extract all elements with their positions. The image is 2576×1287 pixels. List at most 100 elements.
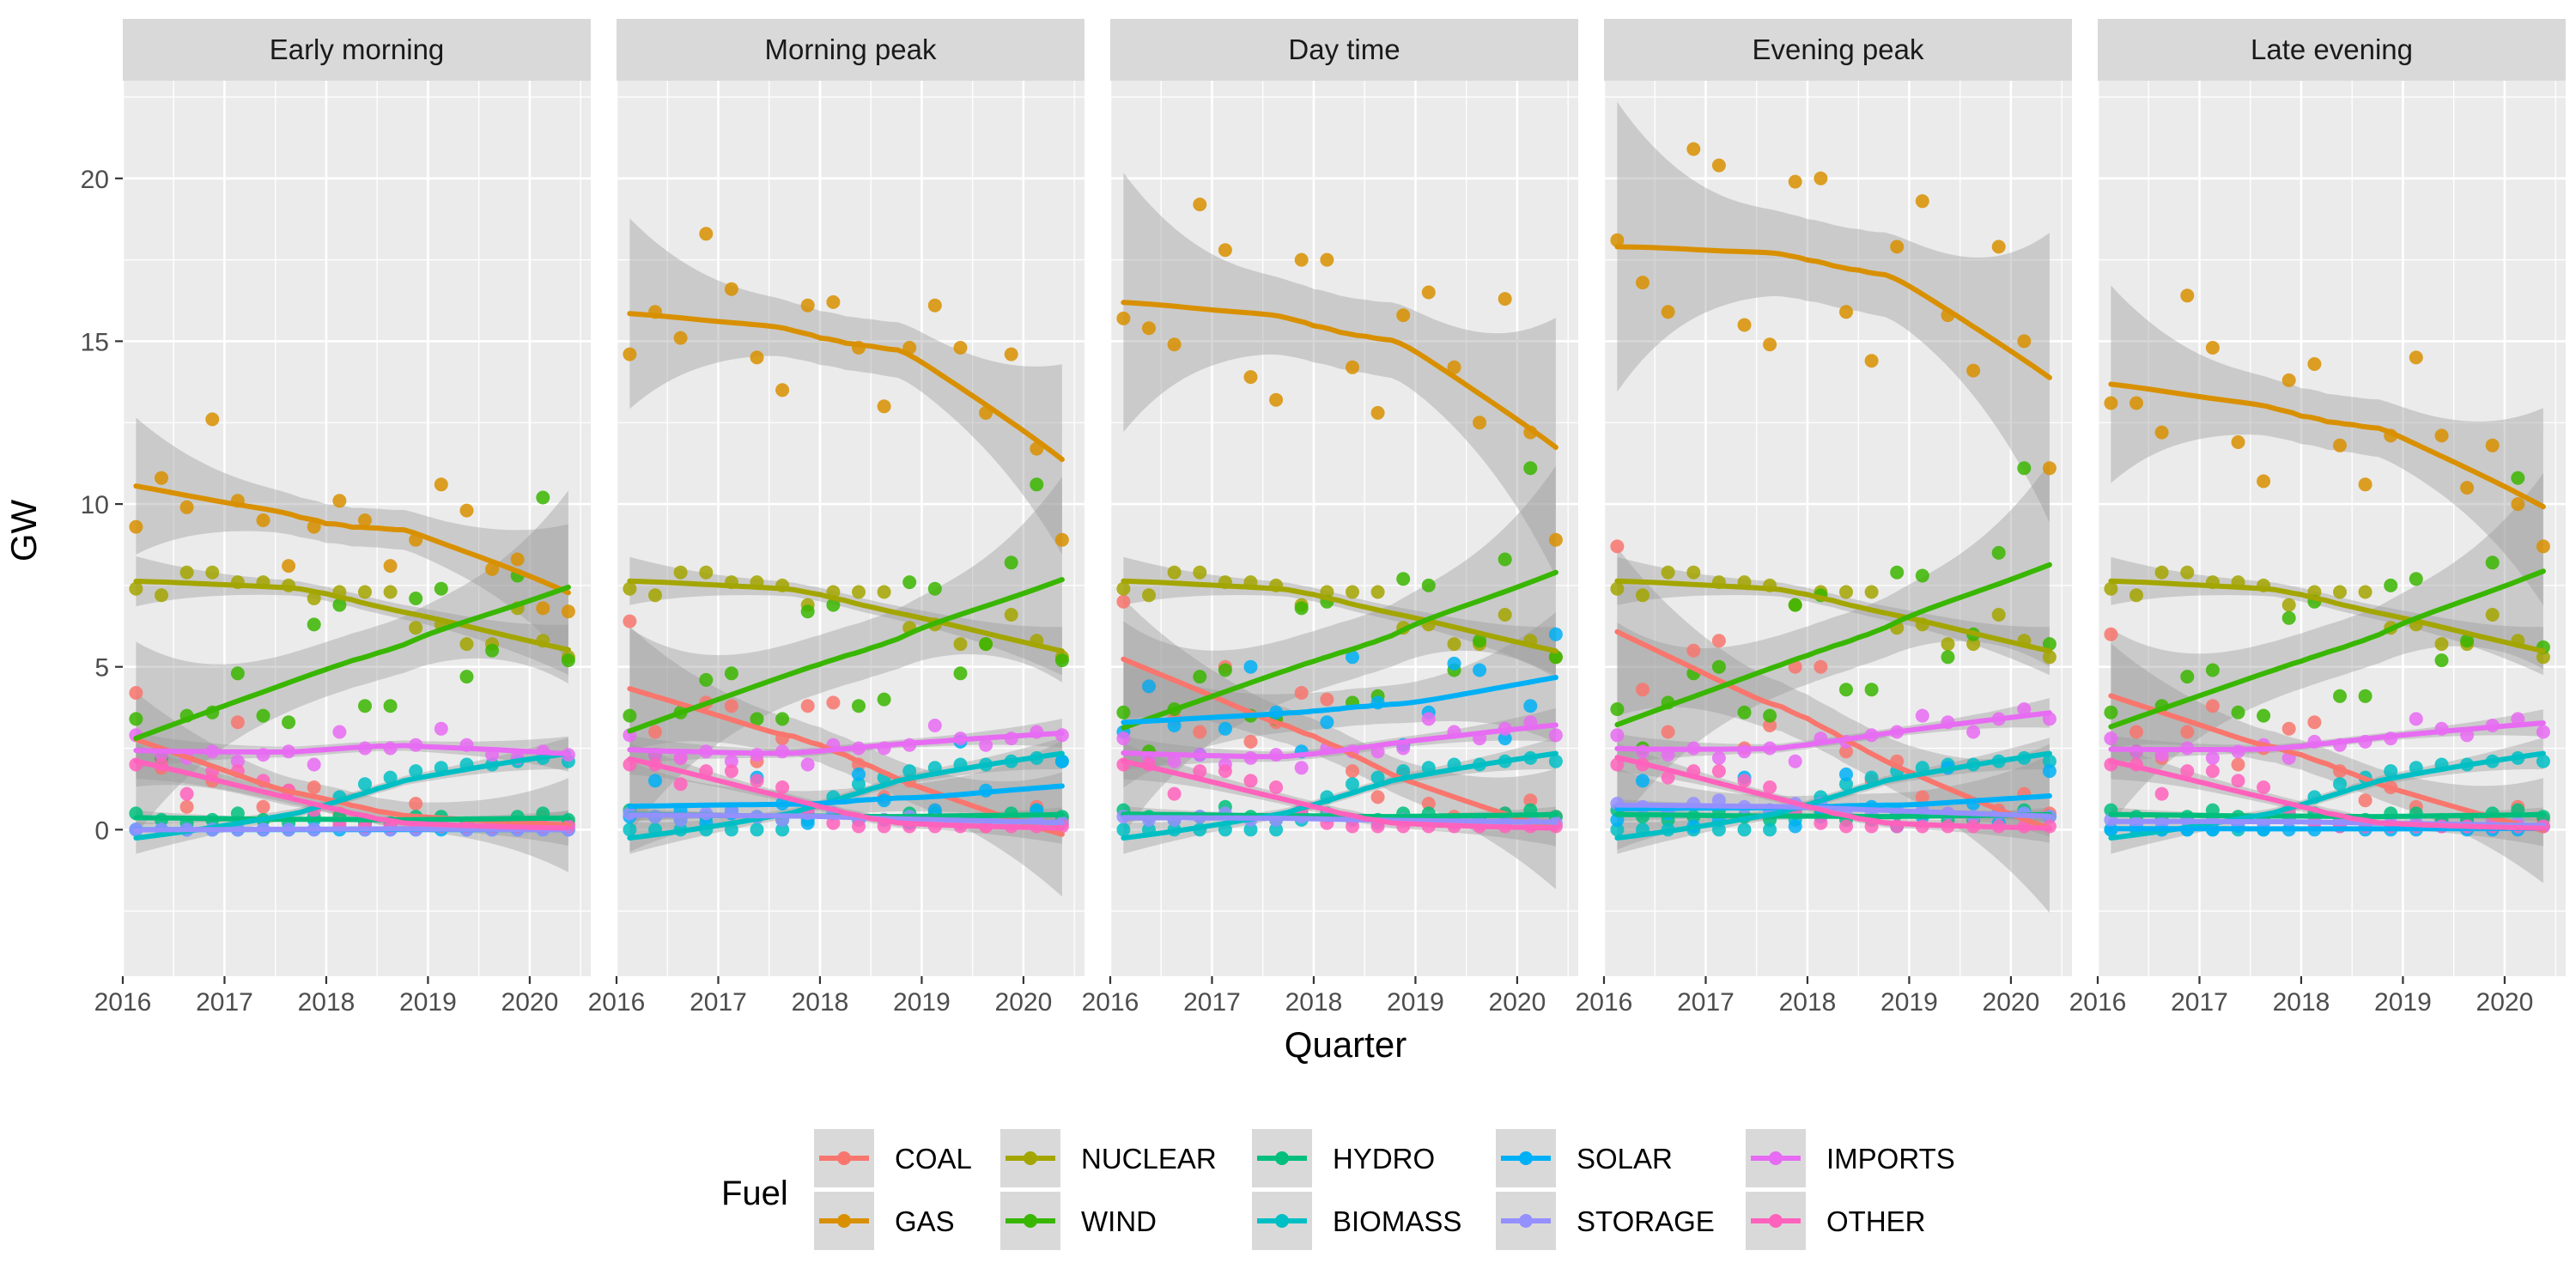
point-nuclear (648, 588, 662, 603)
point-biomass (1243, 823, 1258, 837)
smooth-line-wind (133, 584, 571, 741)
x-tick-label: 2020 (995, 988, 1053, 1017)
point-gas (927, 298, 942, 313)
point-gas (1167, 337, 1182, 352)
point-nuclear (1966, 637, 1981, 652)
point-other (724, 764, 738, 779)
legend-item-biomass: BIOMASS (1252, 1192, 1461, 1250)
point-nuclear (1941, 637, 1955, 652)
point-wind (2205, 663, 2220, 677)
point-other (1218, 764, 1232, 779)
x-tick-label: 2018 (298, 988, 355, 1017)
legend-label: COAL (895, 1143, 972, 1175)
point-gas (2281, 373, 2296, 387)
smooth-line-wind (1121, 569, 1558, 731)
point-wind (1193, 670, 1207, 684)
point-wind (1915, 568, 1929, 583)
point-other (852, 819, 866, 834)
band-coal (629, 626, 1062, 897)
smooth-line-imports (627, 730, 1065, 756)
point-gas (1548, 532, 1563, 547)
point-wind (1054, 653, 1069, 668)
point-wind (1473, 634, 1487, 648)
smooth-line-nuclear (627, 578, 1065, 654)
point-wind (1763, 708, 1777, 723)
point-solar (1548, 627, 1563, 641)
point-coal (623, 614, 637, 628)
point-wind (1737, 705, 1752, 719)
point-biomass (1737, 823, 1752, 837)
point-biomass (383, 770, 398, 785)
point-gas (1788, 174, 1802, 189)
point-nuclear (307, 592, 321, 605)
point-wind (877, 692, 891, 707)
point-gas (800, 298, 815, 313)
point-wind (953, 666, 968, 681)
point-solar (1320, 715, 1334, 730)
point-other (1269, 780, 1284, 794)
x-tick-label: 2017 (2171, 988, 2228, 1017)
point-wind (1498, 552, 1512, 567)
point-nuclear (358, 585, 372, 599)
point-other (1814, 816, 1828, 830)
point-gas (459, 503, 474, 518)
point-biomass (1370, 770, 1385, 785)
smooth-line-other (1614, 755, 2052, 831)
point-wind (2485, 555, 2500, 570)
legend-key-point (1519, 1151, 1533, 1165)
point-gas (699, 227, 714, 241)
smooth-line-gas (627, 311, 1065, 463)
point-nuclear (877, 585, 891, 599)
point-coal (409, 797, 423, 810)
point-other (179, 786, 194, 801)
gridlines (1602, 81, 2072, 976)
point-gas (1839, 305, 1853, 319)
legend-item-hydro: HYDRO (1252, 1129, 1435, 1187)
point-wind (2104, 705, 2118, 719)
smooth-lines (2108, 381, 2546, 841)
point-nuclear (1004, 608, 1018, 622)
x-axis-title: Quarter (1285, 1024, 1406, 1065)
y-axis: 0 5 10 15 20 (81, 166, 123, 845)
legend-item-wind: WIND (1000, 1192, 1157, 1250)
point-wind (282, 715, 296, 730)
point-imports (1915, 708, 1929, 723)
point-imports (1421, 712, 1436, 726)
point-nuclear (1142, 588, 1156, 603)
x-tick-label: 2017 (1183, 988, 1241, 1017)
facet-morning-peak: Morning peak 2016 2017 2018 2019 2020 (588, 19, 1084, 1017)
point-wind (2333, 689, 2347, 703)
x-tick-label: 2016 (1082, 988, 1139, 1017)
point-wind (459, 670, 474, 684)
smooth-line-biomass (627, 750, 1065, 841)
point-biomass (1610, 823, 1625, 837)
smooth-line-storage (1121, 815, 1558, 825)
points (1116, 197, 1563, 837)
point-nuclear (673, 565, 688, 580)
point-imports (1116, 732, 1131, 746)
smooth-line-biomass (1614, 750, 2052, 841)
legend-label: BIOMASS (1333, 1205, 1461, 1237)
point-wind (1610, 702, 1625, 716)
panel-data (2104, 285, 2550, 883)
point-wind (2511, 470, 2525, 485)
point-nuclear (459, 637, 474, 652)
legend-label: IMPORTS (1826, 1143, 1955, 1175)
point-gas (1711, 158, 1726, 173)
point-solar (1054, 754, 1069, 768)
point-nuclear (623, 581, 637, 596)
point-wind (383, 699, 398, 713)
point-wind (256, 708, 270, 723)
legend-key-point (1769, 1214, 1783, 1228)
point-gas (2042, 461, 2057, 476)
point-solar (1346, 650, 1359, 665)
point-wind (434, 581, 448, 596)
panel-data (623, 218, 1069, 897)
point-coal (1243, 734, 1258, 749)
legend-key-point (837, 1151, 851, 1165)
point-gas (510, 552, 525, 567)
point-biomass (1269, 823, 1284, 837)
point-nuclear (2333, 585, 2347, 599)
smooth-line-wind (2108, 568, 2546, 730)
band-gas (629, 218, 1062, 555)
